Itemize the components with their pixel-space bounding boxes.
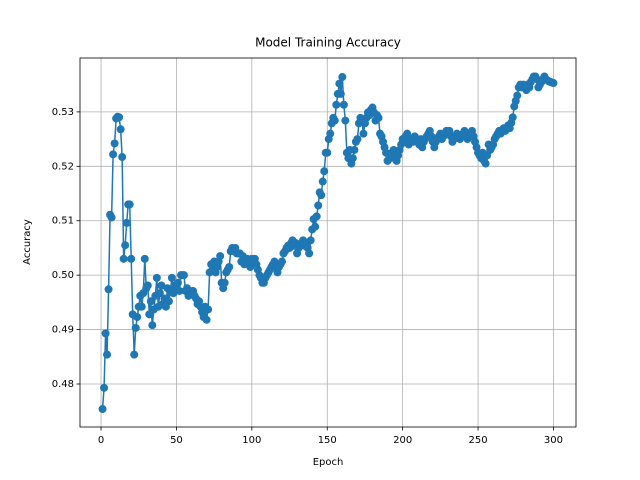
y-tick-label: 0.50 (52, 270, 74, 281)
data-point (374, 113, 383, 122)
data-point (143, 281, 152, 290)
data-point (320, 167, 329, 176)
data-point (202, 315, 211, 324)
y-axis-label: Accuracy (22, 219, 33, 265)
data-point (305, 249, 314, 258)
x-tick-label: 250 (469, 435, 488, 446)
data-point (318, 177, 327, 186)
data-point (359, 129, 368, 138)
data-point (348, 154, 357, 163)
data-point (278, 257, 287, 266)
data-point (179, 271, 188, 280)
y-tick-label: 0.51 (52, 216, 74, 227)
data-point (513, 91, 522, 100)
data-point (146, 297, 155, 306)
data-point (175, 286, 184, 295)
data-point (122, 218, 131, 227)
data-point (323, 148, 332, 157)
data-point (98, 405, 107, 414)
y-tick-label: 0.52 (52, 161, 74, 172)
data-point (330, 116, 339, 125)
data-point (204, 305, 213, 314)
y-tick-label: 0.53 (52, 107, 74, 118)
data-point (317, 191, 326, 200)
data-point (164, 297, 173, 306)
data-point (115, 113, 124, 122)
axes-frame (79, 57, 577, 428)
data-point (131, 323, 140, 332)
data-point (133, 313, 142, 322)
data-point (110, 139, 119, 148)
data-point (121, 241, 130, 250)
x-tick-label: 300 (544, 435, 563, 446)
data-point (130, 350, 139, 359)
x-tick-label: 150 (318, 435, 337, 446)
data-point (157, 281, 166, 290)
x-axis-label: Epoch (313, 457, 344, 468)
x-tick-label: 50 (170, 435, 183, 446)
data-point (225, 262, 234, 271)
data-point (107, 213, 116, 222)
data-point (118, 153, 127, 162)
y-tick-label: 0.48 (52, 379, 74, 390)
data-point (148, 321, 157, 330)
data-point (140, 254, 149, 263)
data-point (326, 129, 335, 138)
data-point (119, 254, 128, 263)
data-point (101, 329, 110, 338)
y-tick-label: 0.49 (52, 325, 74, 336)
data-point (167, 273, 176, 282)
data-point (341, 116, 350, 125)
data-point (312, 212, 321, 221)
data-point (125, 200, 134, 209)
data-point (311, 222, 320, 231)
data-point (549, 79, 558, 88)
data-point (403, 129, 412, 138)
x-tick-label: 200 (393, 435, 412, 446)
data-point (339, 100, 348, 109)
chart-title: Model Training Accuracy (255, 36, 401, 50)
data-point (306, 236, 315, 245)
data-point (350, 145, 359, 154)
x-tick-label: 0 (98, 435, 104, 446)
data-point (335, 79, 344, 88)
data-point (336, 89, 345, 98)
data-point (338, 73, 347, 82)
data-point (508, 113, 517, 122)
data-point (481, 159, 490, 168)
plot-area (98, 72, 558, 414)
data-point (173, 278, 182, 287)
data-point (220, 278, 229, 287)
data-point (103, 350, 112, 359)
data-point (332, 100, 341, 109)
data-point (152, 273, 161, 282)
data-point (314, 201, 323, 210)
data-point (100, 383, 109, 392)
data-point (109, 150, 118, 159)
data-point (127, 254, 136, 263)
grid (80, 58, 576, 427)
data-point (116, 125, 125, 134)
data-point (216, 252, 225, 261)
data-point (353, 135, 362, 144)
data-point (104, 285, 113, 294)
x-tick-label: 100 (242, 435, 261, 446)
data-point (137, 302, 146, 311)
data-point (155, 289, 164, 298)
